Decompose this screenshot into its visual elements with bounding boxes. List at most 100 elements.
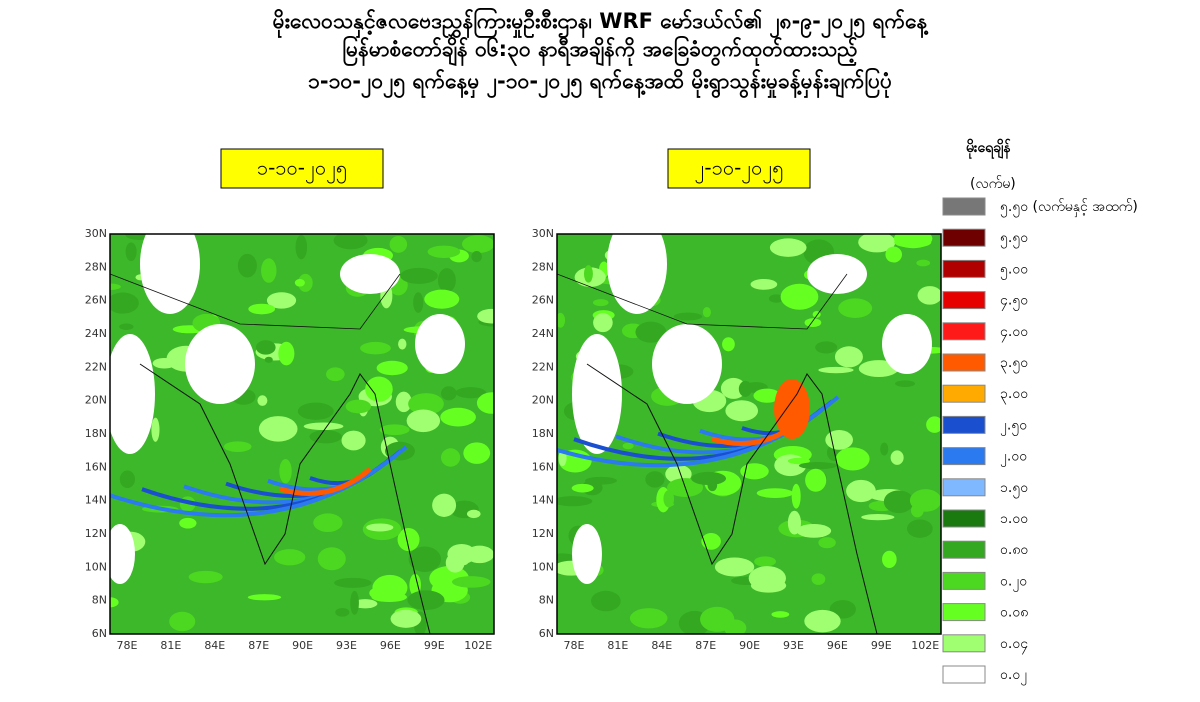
rain-patch [125, 242, 137, 262]
rain-patch [750, 278, 778, 290]
rain-patch [371, 592, 407, 603]
lat-label: 28N [532, 260, 554, 273]
rain-patch [466, 509, 481, 519]
rain-patch [432, 493, 457, 517]
legend-label: ၂.၅၀ [1000, 417, 1027, 435]
rain-patch [409, 573, 421, 597]
dry-area [185, 324, 255, 404]
rain-patch [407, 590, 445, 610]
lat-label: 20N [532, 394, 554, 407]
dry-area [572, 334, 622, 454]
dry-area [110, 524, 135, 584]
lon-label: 87E [248, 639, 269, 652]
map-frame [556, 233, 942, 635]
map-panel [110, 234, 494, 634]
lon-label: 78E [564, 639, 585, 652]
rain-patch [297, 402, 334, 420]
rain-patch [557, 496, 593, 507]
rain-patch [258, 416, 298, 442]
legend-swatch [942, 509, 986, 528]
lat-label: 26N [532, 294, 554, 307]
legend-label: ၅.၀၀ [1000, 261, 1028, 279]
lon-label: 90E [739, 639, 760, 652]
lat-label: 8N [539, 594, 554, 607]
lat-label: 22N [532, 360, 554, 373]
rain-patch [584, 476, 617, 485]
rain-patch [169, 611, 196, 632]
rain-patch [798, 462, 838, 470]
rain-patch [397, 528, 420, 552]
rain-patch [645, 471, 665, 488]
rain-patch [592, 299, 609, 307]
rain-patch [720, 377, 747, 399]
legend-label: ၅.၅၀ (လက်မနှင့် အထက်) [1000, 199, 1138, 217]
lon-label: 87E [695, 639, 716, 652]
legend-swatch [942, 322, 986, 341]
rain-patch [880, 442, 889, 456]
rain-patch [179, 517, 197, 529]
dry-area [415, 314, 465, 374]
rain-patch [110, 597, 119, 608]
dry-area [572, 524, 602, 584]
rain-patch [740, 463, 769, 480]
legend-label: ၂.၀၀ [1000, 449, 1027, 467]
lat-label: 14N [85, 494, 107, 507]
rain-patch [440, 448, 461, 467]
rain-patch [702, 307, 711, 318]
dry-area [807, 254, 867, 294]
rain-patch [350, 590, 359, 615]
rain-patch [476, 392, 494, 414]
legend-label: ၀.၂၀ [1000, 573, 1027, 591]
rain-patch [885, 246, 903, 263]
legend-swatch [942, 228, 986, 247]
legend-swatch [942, 197, 986, 216]
rain-patch [366, 523, 394, 532]
rain-patch [408, 393, 444, 415]
lat-label: 6N [539, 627, 554, 640]
coastline [586, 363, 878, 634]
rain-patch [345, 399, 372, 414]
lon-label: 96E [827, 639, 848, 652]
rain-patch [635, 321, 667, 343]
rain-patch [622, 442, 634, 450]
legend-label: ၀.၀၂ [1000, 667, 1027, 685]
legend-swatch [942, 603, 986, 622]
rain-patch [818, 537, 836, 549]
lat-label: 30N [85, 227, 107, 240]
rain-patch [748, 566, 786, 591]
rain-core [774, 379, 810, 439]
rain-patch [427, 245, 461, 258]
rain-patch [805, 468, 827, 492]
rain-patch [257, 395, 268, 406]
rain-patch [334, 577, 372, 588]
rain-patch [395, 391, 412, 413]
rain-patch [753, 388, 781, 403]
map-frame [109, 233, 495, 635]
rain-patch [341, 430, 366, 451]
rain-patch [400, 267, 438, 284]
rain-patch [188, 570, 223, 584]
rain-patch [445, 552, 465, 573]
rain-patch [151, 417, 160, 442]
rain-patch [110, 292, 139, 314]
rain-patch [894, 236, 932, 248]
lon-label: 93E [336, 639, 357, 652]
rain-patch [909, 489, 941, 512]
lat-label: 26N [85, 294, 107, 307]
rain-patch [294, 278, 305, 287]
rain-patch [780, 283, 819, 310]
rain-patch [297, 273, 313, 292]
lat-label: 12N [532, 527, 554, 540]
rain-patch [796, 523, 832, 538]
rain-patch [303, 422, 344, 431]
legend-swatch [942, 540, 986, 559]
title-line: မိုးလေဝသနှင့်ဇလဗေဒညွှန်ကြားမှုဦးစီးဌာန၊ … [273, 6, 930, 39]
lat-label: 12N [85, 527, 107, 540]
rain-patch [754, 556, 777, 567]
rain-patch [818, 366, 854, 374]
legend-label: ၄.၅၀ [1000, 293, 1028, 311]
rain-band [110, 445, 408, 518]
legend-label: ၃.၀၀ [1000, 386, 1028, 404]
rain-patch [462, 235, 494, 254]
rain-patch [722, 337, 735, 352]
